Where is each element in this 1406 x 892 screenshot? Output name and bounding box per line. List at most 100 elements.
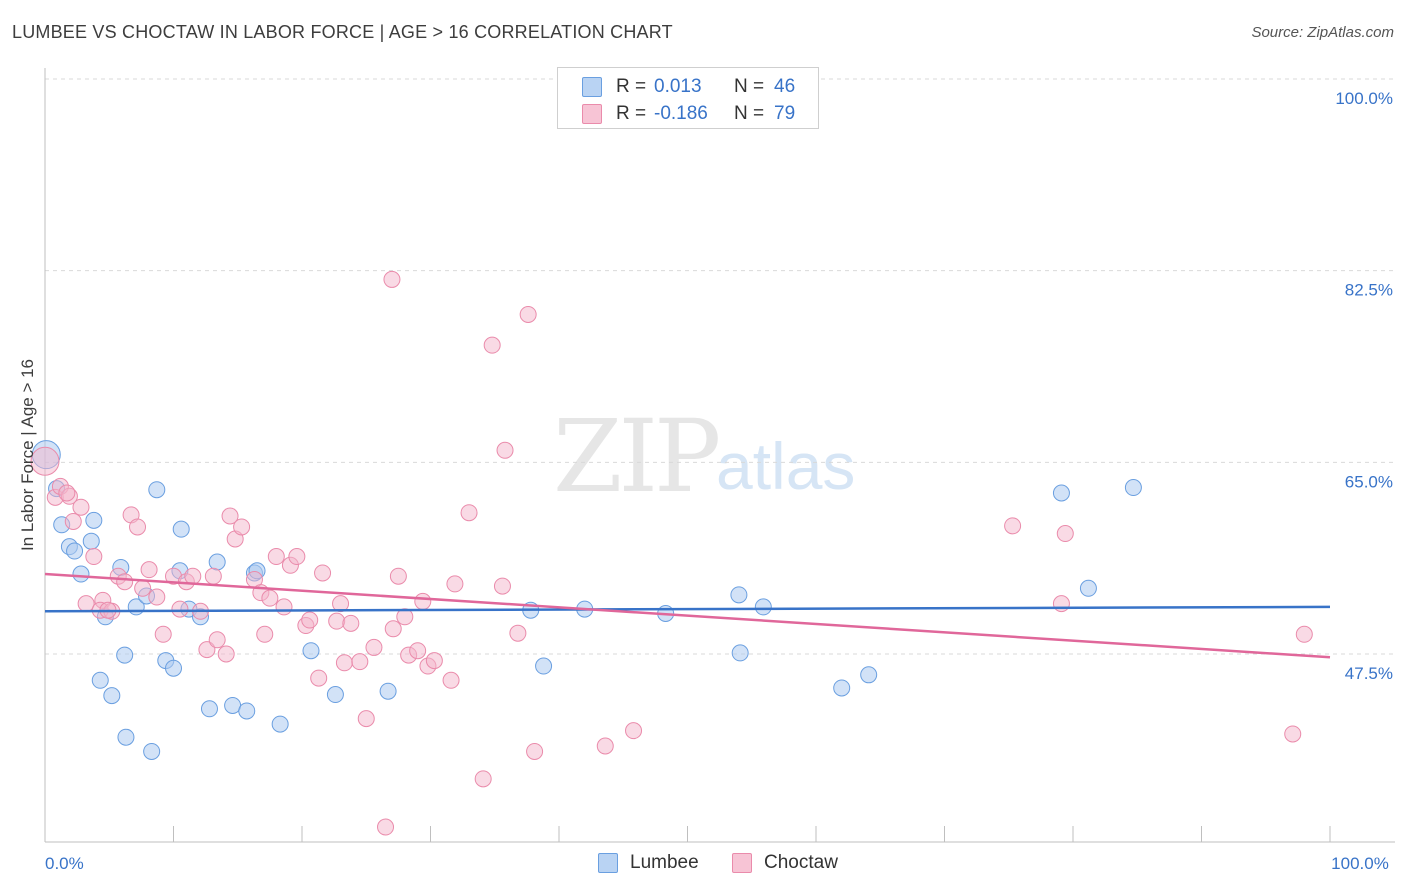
choctaw-point — [30, 446, 60, 476]
choctaw-point — [198, 641, 216, 659]
choctaw-point — [261, 589, 279, 607]
lumbee-point — [148, 481, 166, 499]
legend-item-lumbee[interactable]: Lumbee — [598, 852, 699, 874]
lumbee-point — [208, 553, 226, 571]
choctaw-point — [314, 564, 332, 582]
lumbee-swatch — [582, 77, 602, 97]
legend-row-choctaw: R = -0.186 N = 79 — [582, 103, 796, 125]
n-label: N = — [734, 76, 765, 97]
choctaw-point — [442, 671, 460, 689]
choctaw-point — [351, 653, 369, 671]
choctaw-point — [140, 561, 158, 579]
lumbee-point — [165, 659, 182, 677]
correlation-legend: R = 0.013 N = 46 R = -0.186 N = 79 — [557, 67, 819, 129]
choctaw-point — [596, 737, 614, 755]
lumbee-point — [326, 686, 344, 704]
choctaw-point — [1056, 525, 1074, 543]
choctaw-point — [332, 595, 350, 613]
choctaw-point — [1284, 725, 1302, 743]
lumbee-point — [731, 644, 749, 662]
choctaw-point — [267, 548, 285, 566]
lumbee-point — [72, 565, 90, 583]
choctaw-point — [310, 669, 328, 687]
lumbee-point — [754, 598, 772, 616]
y-tick-label: 65.0% — [1345, 472, 1393, 491]
choctaw-point — [171, 600, 189, 618]
lumbee-point — [172, 520, 190, 538]
lumbee-point — [1052, 484, 1070, 502]
lumbee-point — [117, 728, 135, 746]
choctaw-point — [425, 652, 443, 670]
choctaw-point — [134, 579, 152, 597]
lumbee-point — [535, 657, 553, 675]
choctaw-point — [496, 441, 514, 459]
choctaw-swatch — [582, 104, 602, 124]
lumbee-point — [91, 671, 109, 689]
choctaw-point — [493, 577, 511, 595]
choctaw-point — [288, 548, 306, 566]
choctaw-point — [58, 484, 76, 502]
lumbee-point — [66, 542, 84, 560]
chart-title: LUMBEE VS CHOCTAW IN LABOR FORCE | AGE >… — [12, 22, 673, 42]
choctaw-point — [396, 608, 414, 626]
choctaw-point — [357, 710, 375, 728]
choctaw-point — [1295, 625, 1313, 643]
choctaw-point — [389, 567, 407, 585]
choctaw-point — [1052, 595, 1070, 613]
choctaw-swatch — [732, 853, 752, 873]
choctaw-point — [154, 625, 172, 643]
choctaw-point — [483, 336, 501, 354]
lumbee-point — [103, 687, 121, 705]
choctaw-point — [519, 305, 537, 323]
lumbee-trend-line — [44, 605, 1331, 613]
choctaw-point — [328, 612, 346, 630]
choctaw-point — [377, 818, 395, 836]
choctaw-point — [1004, 517, 1022, 535]
x-tick-label: 100.0% — [1331, 854, 1389, 873]
choctaw-point — [342, 614, 360, 632]
lumbee-point — [1124, 479, 1142, 497]
y-tick-label: 100.0% — [1335, 89, 1393, 108]
y-tick-label: 47.5% — [1345, 664, 1393, 683]
choctaw-point — [184, 567, 202, 585]
legend-label: Choctaw — [764, 852, 838, 873]
choctaw-point — [77, 595, 95, 613]
x-tick-label: 0.0% — [45, 854, 84, 873]
r-label: R = — [616, 76, 647, 97]
lumbee-point — [730, 586, 748, 604]
lumbee-point — [82, 532, 100, 550]
choctaw-point — [460, 504, 478, 522]
watermark-zip: ZIP — [553, 398, 721, 515]
r-value: -0.186 — [654, 103, 708, 124]
choctaw-point — [526, 742, 544, 760]
lumbee-point — [238, 702, 256, 720]
y-tick-label: 82.5% — [1345, 281, 1393, 300]
choctaw-point — [414, 592, 432, 610]
choctaw-point — [233, 518, 251, 536]
choctaw-point — [365, 638, 383, 656]
choctaw-point — [116, 573, 134, 591]
choctaw-point — [256, 625, 274, 643]
lumbee-point — [271, 715, 289, 733]
watermark-atlas: atlas — [716, 429, 856, 503]
y-axis-label: In Labor Force | Age > 16 — [18, 358, 37, 552]
r-label: R = — [616, 103, 647, 124]
lumbee-point — [860, 666, 878, 684]
series-legend: Lumbee Choctaw — [0, 852, 1406, 876]
choctaw-point — [625, 722, 643, 740]
legend-row-lumbee: R = 0.013 N = 46 — [582, 76, 795, 98]
choctaw-point — [148, 588, 166, 606]
choctaw-point — [409, 642, 427, 660]
choctaw-point — [335, 654, 353, 672]
source-label: Source: ZipAtlas.com — [1251, 24, 1394, 41]
lumbee-point — [1079, 579, 1097, 597]
r-value: 0.013 — [654, 76, 702, 97]
legend-item-choctaw[interactable]: Choctaw — [732, 852, 838, 874]
choctaw-point — [217, 645, 235, 663]
n-value: 79 — [774, 103, 796, 124]
choctaw-trend-line — [44, 572, 1331, 659]
choctaw-point — [208, 631, 226, 649]
choctaw-point — [221, 507, 239, 525]
choctaw-point — [384, 620, 402, 638]
